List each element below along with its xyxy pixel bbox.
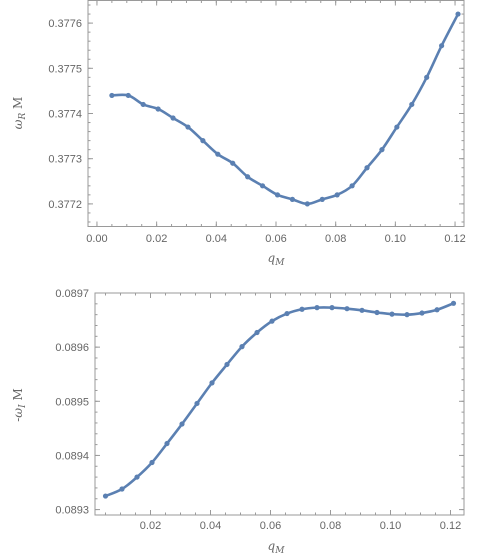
data-point xyxy=(185,124,191,130)
data-point xyxy=(224,361,230,368)
data-point xyxy=(419,310,425,316)
x-tick-label: 0.10 xyxy=(380,520,401,532)
series-line xyxy=(104,301,455,498)
data-point xyxy=(394,124,400,130)
data-point xyxy=(349,183,355,189)
data-point xyxy=(155,106,161,112)
x-tick-label: 0.12 xyxy=(440,520,461,532)
data-point xyxy=(259,183,266,189)
x-tick-label: 0.00 xyxy=(86,233,107,245)
y-tick-label: 0.3773 xyxy=(48,154,82,166)
plot-frame xyxy=(87,0,465,227)
data-point xyxy=(374,309,380,316)
data-point xyxy=(379,147,385,153)
y-tick-label: 0.3774 xyxy=(48,109,82,121)
data-point xyxy=(125,92,131,99)
data-point xyxy=(119,486,125,492)
y-tick-label: 0.0897 xyxy=(55,288,89,300)
data-point xyxy=(314,305,320,311)
data-point xyxy=(209,380,215,386)
y-tick-label: 0.0895 xyxy=(55,396,89,408)
data-point xyxy=(109,92,115,99)
data-point xyxy=(455,11,461,17)
data-point xyxy=(450,300,457,306)
x-ticks: 0.02 0.04 0.06 0.08 0.10 0.12 xyxy=(105,293,461,532)
data-point xyxy=(245,174,251,180)
x-tick-label: 0.06 xyxy=(260,520,281,532)
y-ticks: 0.0893 0.0894 0.0895 0.0896 0.0897 xyxy=(55,288,464,517)
x-tick-label: 0.08 xyxy=(325,233,346,245)
data-point xyxy=(359,307,365,313)
data-point xyxy=(434,307,440,313)
x-tick-label: 0.08 xyxy=(320,520,341,532)
data-point xyxy=(334,192,340,198)
data-point xyxy=(134,474,140,480)
data-point xyxy=(389,311,395,317)
y-axis-label: -ωI M xyxy=(11,388,28,422)
data-point xyxy=(284,310,290,317)
plot-frame xyxy=(94,292,465,516)
x-axis-label: qM xyxy=(268,251,286,268)
data-point xyxy=(424,74,430,80)
series-line xyxy=(110,12,460,206)
x-tick-label: 0.02 xyxy=(146,233,167,245)
y-tick-label: 0.0896 xyxy=(55,342,89,354)
data-point xyxy=(299,306,305,312)
data-point xyxy=(344,306,350,312)
series xyxy=(109,11,461,207)
x-tick-label: 0.06 xyxy=(265,233,286,245)
x-ticks: 0.00 0.02 0.04 0.06 0.08 0.10 0.12 xyxy=(86,0,466,245)
data-point xyxy=(409,101,415,108)
data-point xyxy=(269,318,275,324)
data-point xyxy=(319,196,325,202)
data-point xyxy=(329,305,335,311)
data-point xyxy=(194,400,200,407)
data-point xyxy=(140,101,146,108)
data-point xyxy=(170,115,176,121)
data-point xyxy=(149,459,155,466)
y-ticks: 0.3772 0.3773 0.3774 0.3775 0.3776 xyxy=(48,4,464,223)
data-point xyxy=(274,192,281,198)
data-point xyxy=(304,201,310,207)
data-point xyxy=(364,165,370,171)
y-tick-label: 0.0894 xyxy=(55,450,89,462)
data-point xyxy=(102,493,109,499)
chart-omega-real: 0.00 0.02 0.04 0.06 0.08 0.10 0.12 0.37720.377… xyxy=(11,0,466,268)
chart-omega-imag: 0.02 0.04 0.06 0.08 0.10 0.12 0.08930.08940.0… xyxy=(11,288,465,554)
data-point xyxy=(239,344,245,350)
y-tick-label: 0.3772 xyxy=(48,199,82,211)
data-point xyxy=(289,196,296,202)
series xyxy=(102,300,457,499)
data-point xyxy=(439,43,445,49)
data-point xyxy=(215,151,221,157)
y-tick-label: 0.3776 xyxy=(48,18,82,30)
data-point xyxy=(179,421,185,427)
data-point xyxy=(254,329,260,336)
data-point xyxy=(404,312,410,318)
x-tick-label: 0.10 xyxy=(385,233,406,245)
y-tick-label: 0.0893 xyxy=(55,505,89,517)
x-tick-label: 0.12 xyxy=(444,233,465,245)
x-axis-label: qM xyxy=(268,539,286,554)
y-axis-label: ωR M xyxy=(11,97,28,130)
data-point xyxy=(164,440,170,447)
y-tick-label: 0.3775 xyxy=(48,63,82,75)
x-tick-label: 0.04 xyxy=(206,233,227,245)
data-point xyxy=(230,160,236,166)
x-tick-label: 0.02 xyxy=(140,520,161,532)
data-point xyxy=(200,138,206,144)
x-tick-label: 0.04 xyxy=(200,520,221,532)
